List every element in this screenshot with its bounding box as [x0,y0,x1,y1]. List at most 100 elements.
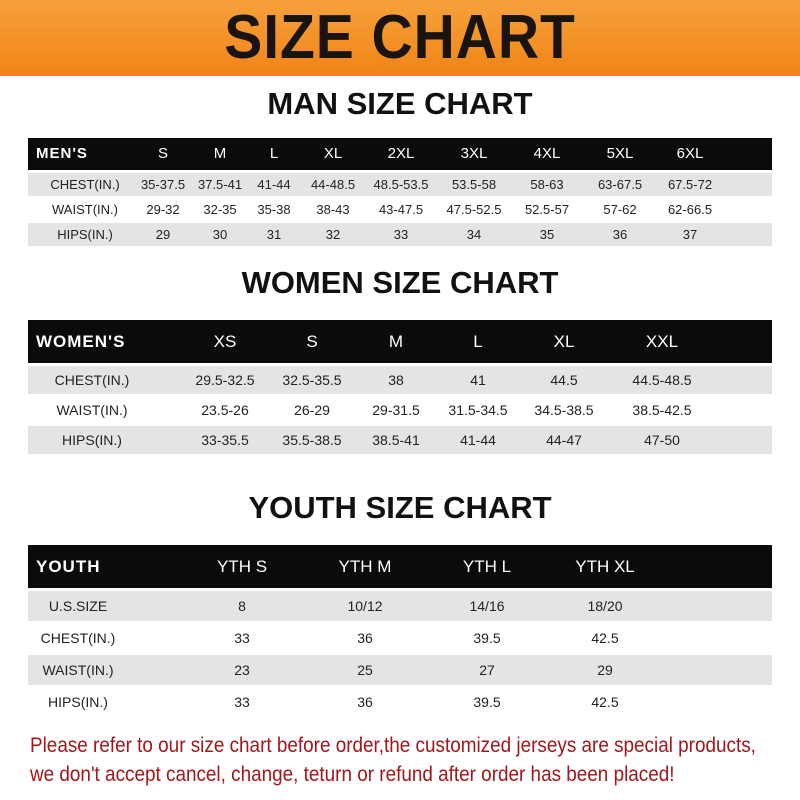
size-column-header: M [213,145,227,162]
measurement-value: 14/16 [469,598,505,614]
measurement-label: HIPS(IN.) [48,694,108,710]
youth-chart-title: YOUTH SIZE CHART [248,490,552,525]
measurement-value: 67.5-72 [667,177,713,192]
measurement-value: 35-37.5 [140,177,186,192]
size-column-header: XXL [645,332,679,351]
table-row: WAIST(IN.) 23 25 27 29 [28,655,772,685]
measurement-value: 36 [612,227,628,242]
size-column-header: L [269,145,279,162]
size-column-header: 3XL [460,145,488,162]
measurement-value: 44-48.5 [310,177,356,192]
measurement-label: U.S.SIZE [48,598,108,614]
banner-title: SIZE CHART [224,3,576,72]
measurement-value: 35.5-38.5 [282,432,342,448]
measurement-label: HIPS(IN.) [62,432,122,448]
size-column-header: M [388,332,404,351]
measurement-label: WAIST(IN.) [56,402,128,418]
measurement-value: 35 [539,227,555,242]
measurement-value: 41-44 [257,177,291,192]
measurement-label: WAIST(IN.) [42,662,114,678]
measurement-value: 38 [388,372,404,388]
measurement-value: 29.5-32.5 [195,372,255,388]
measurement-value: 23 [234,662,250,678]
measurement-label: HIPS(IN.) [57,227,113,242]
size-column-header: YTH M [338,557,392,576]
measurement-value: 57-62 [603,202,637,217]
measurement-label: CHEST(IN.) [50,177,120,192]
size-column-header: XL [323,145,343,162]
size-column-header: L [473,332,483,351]
measurement-value: 37.5-41 [197,177,243,192]
measurement-value: 44.5-48.5 [632,372,692,388]
measurement-value: 42.5 [591,630,619,646]
size-column-header: 5XL [606,145,634,162]
women-chart-title: WOMEN SIZE CHART [241,265,559,300]
measurement-value: 36 [357,694,373,710]
measurement-value: 8 [238,598,246,614]
man-chart-title: MAN SIZE CHART [267,86,533,121]
measurement-value: 32-35 [203,202,237,217]
measurement-value: 37 [682,227,698,242]
measurement-value: 32 [325,227,341,242]
measurement-value: 10/12 [347,598,383,614]
table-header-row: WOMEN'S XS S M L XL XXL [28,320,772,363]
measurement-value: 39.5 [473,694,501,710]
measurement-value: 41 [470,372,486,388]
measurement-value: 33 [234,694,250,710]
table-row: HIPS(IN.) 33-35.5 35.5-38.5 38.5-41 41-44 44-… [28,426,772,454]
size-column-header: YTH XL [575,557,635,576]
table-header-row: MEN'S S M L XL 2XL 3XL 4XL 5XL 6XL [28,138,772,170]
measurement-value: 42.5 [591,694,619,710]
table-row: U.S.SIZE 8 10/12 14/16 18/20 [28,591,772,621]
measurement-value: 34 [466,227,482,242]
measurement-value: 41-44 [460,432,496,448]
measurement-value: 23.5-26 [201,402,249,418]
measurement-value: 38.5-42.5 [632,402,692,418]
measurement-value: 47-50 [644,432,680,448]
table-row: CHEST(IN.) 29.5-32.5 32.5-35.5 38 41 44.5 44.5… [28,366,772,394]
measurement-value: 31 [266,227,282,242]
measurement-value: 36 [357,630,373,646]
measurement-value: 31.5-34.5 [448,402,508,418]
measurement-value: 18/20 [587,598,623,614]
measurement-value: 29 [597,662,613,678]
measurement-value: 44.5 [550,372,578,388]
size-column-header: YTH L [462,557,512,576]
size-chart-banner: SIZE CHART [0,0,800,76]
table-header-row: YOUTH YTH S YTH M YTH L YTH XL [28,545,772,588]
measurement-value: 34.5-38.5 [534,402,594,418]
table-row: WAIST(IN.) 23.5-26 26-29 29-31.5 31.5-34.5 34… [28,396,772,424]
measurement-value: 62-66.5 [667,202,713,217]
measurement-value: 33 [234,630,250,646]
table-row: HIPS(IN.) 33 36 39.5 42.5 [28,687,772,717]
size-column-header: 2XL [387,145,415,162]
table-row: HIPS(IN.) 29 30 31 32 33 34 35 36 37 [28,223,772,246]
measurement-label: CHEST(IN.) [54,372,130,388]
measurement-value: 38.5-41 [372,432,420,448]
table-category-label: YOUTH [36,557,101,576]
size-column-header: YTH S [216,557,268,576]
measurement-value: 44-47 [546,432,582,448]
measurement-label: WAIST(IN.) [52,202,118,217]
measurement-value: 48.5-53.5 [373,177,429,192]
measurement-value: 52.5-57 [524,202,570,217]
table-row: CHEST(IN.) 33 36 39.5 42.5 [28,623,772,653]
size-column-header: XS [213,332,237,351]
measurement-value: 25 [357,662,373,678]
measurement-value: 29-31.5 [372,402,420,418]
table-category-label: MEN'S [36,145,88,162]
measurement-value: 43-47.5 [378,202,424,217]
measurement-value: 58-63 [530,177,564,192]
measurement-value: 63-67.5 [597,177,643,192]
measurement-value: 53.5-58 [451,177,497,192]
measurement-value: 29-32 [146,202,180,217]
measurement-value: 33-35.5 [201,432,249,448]
size-column-header: S [306,332,318,351]
measurement-value: 38-43 [316,202,350,217]
table-category-label: WOMEN'S [36,332,126,351]
measurement-label: CHEST(IN.) [40,630,116,646]
measurement-value: 32.5-35.5 [282,372,342,388]
measurement-value: 29 [155,227,171,242]
size-column-header: 6XL [676,145,704,162]
measurement-value: 39.5 [473,630,501,646]
